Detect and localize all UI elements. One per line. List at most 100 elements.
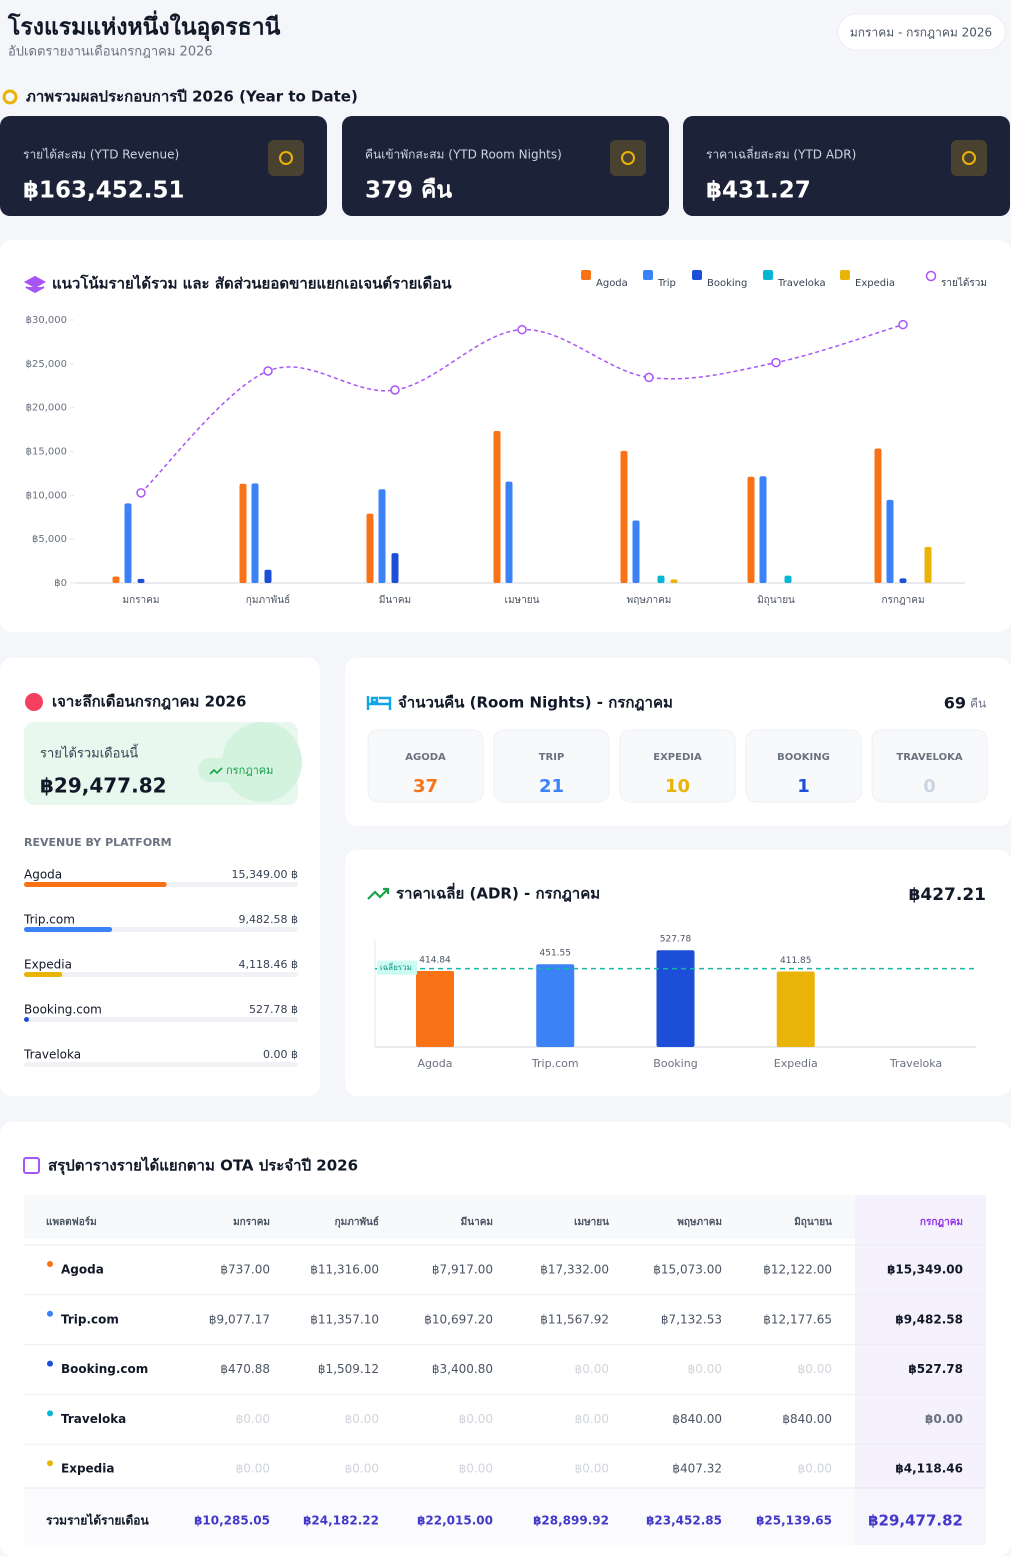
bar (874, 448, 882, 583)
section-title: ภาพรวมผลประกอบการปี 2026 (Year to Date) (26, 88, 358, 106)
row-name: Expedia (61, 1462, 114, 1476)
total-point (517, 324, 527, 335)
kpi-card (683, 116, 1010, 216)
room-box (871, 729, 988, 803)
row-name: Trip.com (61, 1312, 119, 1326)
room-title: จำนวนคืน (Room Nights) - กรกฎาคม (398, 694, 673, 712)
progress-bar (24, 882, 167, 887)
table-header: มิถุนายน (794, 1216, 832, 1228)
platform-value: 0.00 ฿ (263, 1048, 298, 1061)
table-cell: ฿0.00 (688, 1362, 722, 1376)
legend-label: Traveloka (777, 278, 826, 289)
table-cell: ฿407.32 (672, 1462, 722, 1476)
adr-bar (776, 971, 815, 1047)
adr-bar (656, 950, 695, 1047)
table-header-bg (24, 1195, 986, 1239)
adr-title: ราคาเฉลี่ย (ADR) - กรกฎาคม (396, 883, 600, 903)
table-cell: ฿7,917.00 (432, 1263, 493, 1277)
period-pill[interactable] (837, 13, 1006, 51)
kpi-label: คืนเข้าพักสะสม (YTD Room Nights) (365, 148, 562, 162)
layers-icon (23, 275, 47, 294)
legend-swatch (581, 270, 591, 280)
calendar-icon (23, 1157, 40, 1174)
period-text[interactable]: มกราคม - กรกฎาคม 2026 (850, 26, 992, 40)
footer-name: รวมรายได้รายเดือน (46, 1513, 149, 1528)
legend-swatch (643, 270, 653, 280)
platform-name: Booking.com (24, 1003, 102, 1017)
bar (657, 575, 665, 583)
detail-title: เจาะลึกเดือนกรกฎาคม 2026 (52, 693, 246, 711)
legend-swatch (692, 270, 702, 280)
table-cell: ฿12,122.00 (763, 1263, 832, 1277)
adr-bar (536, 964, 575, 1047)
bar (264, 569, 272, 583)
x-tick-label: เมษายน (505, 595, 540, 606)
room-label: BOOKING (777, 752, 830, 763)
y-tick-label: ฿10,000 (26, 490, 67, 501)
table-cell: ฿9,077.17 (209, 1312, 270, 1326)
room-total: 69 (944, 694, 966, 713)
bar (886, 499, 894, 583)
total-point (898, 319, 908, 330)
kpi-value: ฿163,452.51 (23, 178, 185, 204)
table-cell: ฿1,509.12 (318, 1362, 379, 1376)
kpi-value: 379 คืน (365, 178, 452, 204)
table-cell: ฿737.00 (220, 1263, 270, 1277)
bar (784, 575, 792, 583)
legend-label: Expedia (855, 278, 895, 289)
legend-label: Trip (657, 278, 676, 289)
badge (198, 758, 288, 782)
bar (670, 579, 678, 583)
row-dot (47, 1410, 53, 1417)
x-tick-label: กุมภาพันธ์ (246, 594, 290, 606)
legend-swatch (763, 270, 773, 280)
room-value: 1 (797, 776, 810, 797)
table-cell: ฿15,349.00 (887, 1263, 963, 1277)
progress-bar (24, 972, 63, 977)
kpi-label: ราคาเฉลี่ยสะสม (YTD ADR) (706, 146, 856, 162)
table-cell: ฿0.00 (345, 1412, 379, 1426)
table-cell: ฿0.00 (798, 1462, 832, 1476)
legend-label: รายได้รวม (941, 277, 987, 289)
table-cell: ฿0.00 (575, 1412, 609, 1426)
footer-cell: ฿22,015.00 (417, 1514, 493, 1528)
table-cell: ฿15,073.00 (653, 1263, 722, 1277)
page-title: โรงแรมแห่งหนึ่งในอุดรธานี (7, 10, 281, 42)
revenue-value: ฿29,477.82 (40, 774, 167, 798)
table-header: แพลตฟอร์ม (46, 1216, 97, 1228)
room-unit: คืน (970, 697, 986, 711)
platform-name: Traveloka (23, 1048, 81, 1062)
bar (137, 578, 145, 583)
progress-track (24, 1017, 298, 1022)
adr-value-label: 411.85 (780, 956, 812, 966)
room-box (745, 729, 862, 803)
table-cell: ฿0.00 (575, 1362, 609, 1376)
y-tick-label: ฿30,000 (26, 315, 67, 326)
kpi-card (342, 116, 669, 216)
x-tick-label: Agoda (418, 1057, 453, 1070)
bar (620, 450, 628, 583)
room-box (619, 729, 736, 803)
legend-swatch (840, 270, 850, 280)
row-name: Traveloka (61, 1412, 126, 1426)
total-point (390, 385, 400, 395)
bar (505, 481, 513, 583)
x-tick-label: Trip.com (531, 1057, 579, 1070)
bar (632, 520, 640, 583)
table-cell: ฿0.00 (459, 1462, 493, 1476)
table-header: กุมภาพันธ์ (335, 1216, 379, 1228)
room-label: EXPEDIA (653, 752, 702, 763)
x-tick-label: มีนาคม (379, 594, 411, 606)
bar (378, 489, 386, 583)
platform-name: Agoda (24, 868, 62, 882)
x-tick-label: พฤษภาคม (627, 595, 672, 606)
kpi-icon-box (951, 140, 987, 176)
platform-name: Trip.com (23, 913, 75, 927)
table-cell: ฿0.00 (575, 1462, 609, 1476)
table-cell: ฿0.00 (236, 1412, 270, 1426)
trend-icon (209, 767, 223, 775)
table-cell: ฿0.00 (798, 1362, 832, 1376)
footer-cell: ฿25,139.65 (756, 1514, 832, 1528)
room-label: AGODA (405, 752, 446, 763)
revenue-label: รายได้รวมเดือนนี้ (40, 744, 139, 762)
